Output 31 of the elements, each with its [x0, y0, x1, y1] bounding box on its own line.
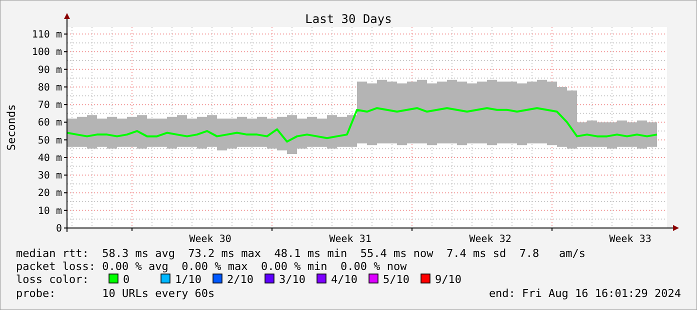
text: packet loss: 0.00 % avg 0.00 % max 0.00 % min 0.00 % now: [16, 260, 408, 273]
y-tick-label: 80 m: [38, 82, 62, 94]
text: probe: 10 URLs every 60s: [16, 287, 215, 300]
y-tick-label: 100 m: [32, 47, 62, 58]
y-tick-label: 110 m: [32, 30, 62, 41]
y-axis-title: Seconds: [5, 104, 18, 151]
y-tick-label: 10 m: [38, 206, 62, 217]
y-tick-label: 30 m: [38, 170, 62, 182]
x-tick-label: Week 33: [609, 234, 652, 245]
y-tick-label: 90 m: [38, 64, 62, 76]
text: end: Fri Aug 16 16:01:29 2024: [488, 287, 682, 300]
legend-label: 2/10: [227, 273, 254, 286]
legend-label: 0: [123, 273, 130, 286]
legend-label: 9/10: [435, 273, 462, 286]
chart-title: Last 30 Days: [305, 12, 392, 26]
y-tick-label: 0: [56, 224, 62, 234]
line-series: [66, 107, 658, 143]
legend-label: 3/10: [279, 273, 306, 286]
y-tick-label: 40 m: [38, 152, 62, 164]
x-tick-label: Week 30: [189, 234, 232, 245]
y-tick-label: 20 m: [38, 188, 62, 200]
legend-label: 1/10: [175, 273, 202, 286]
y-tick-label: 50 m: [38, 135, 62, 146]
x-tick-label: Week 31: [329, 234, 372, 245]
legend-label: 4/10: [331, 273, 358, 286]
legend-label: 5/10: [383, 273, 410, 286]
x-tick-label: Week 32: [469, 234, 512, 245]
text: median rtt: 58.3 ms avg 73.2 ms max 48.1 ms min 55.4 ms now 7.4 ms sd 7.8 am/s: [16, 247, 586, 260]
legend-title: loss color:: [16, 273, 89, 286]
y-tick-label: 60 m: [38, 118, 62, 129]
y-tick-label: 70 m: [38, 100, 62, 112]
